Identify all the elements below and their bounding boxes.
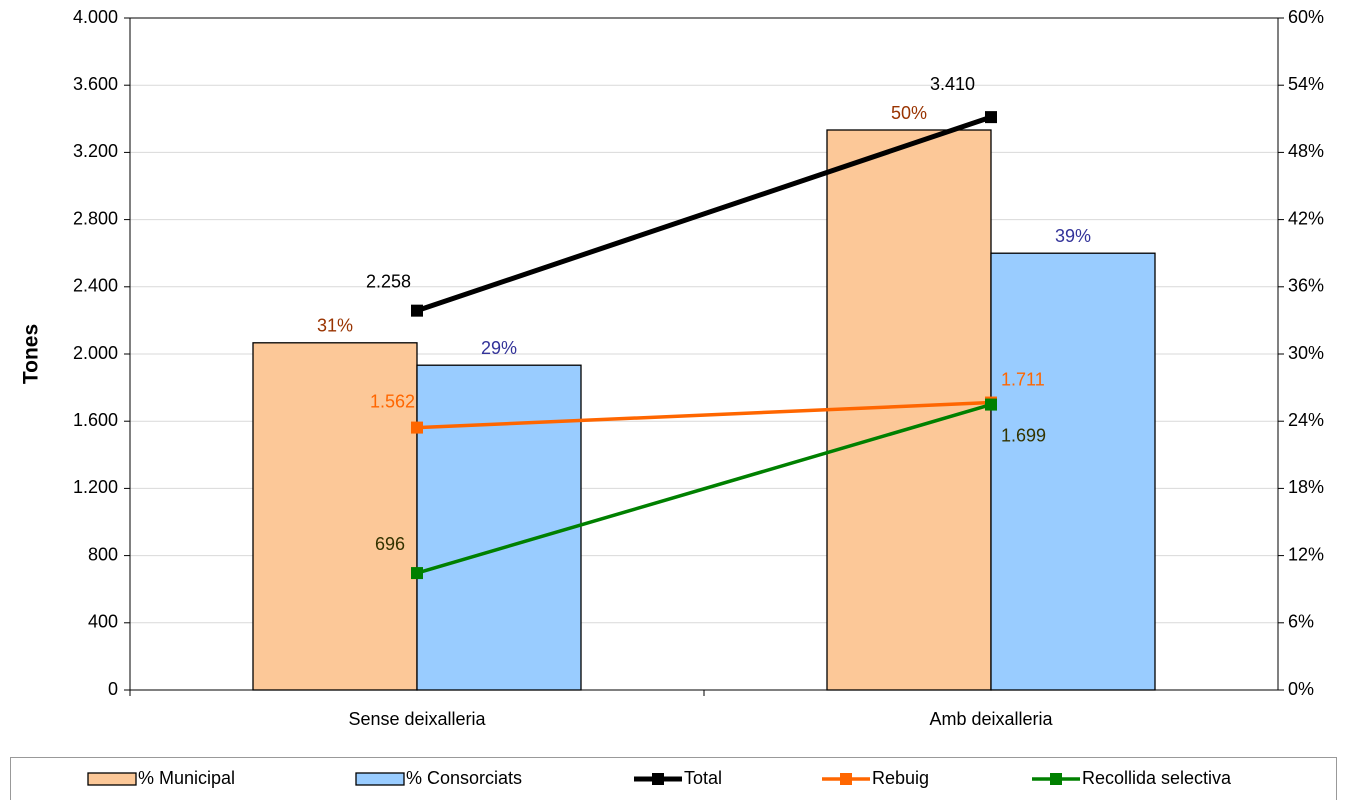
legend-label: % Municipal	[138, 768, 235, 788]
line-value-label: 696	[375, 534, 405, 554]
y2-tick-label: 60%	[1288, 7, 1324, 27]
bar-value-label: 50%	[891, 103, 927, 123]
bar-value-label: 31%	[317, 316, 353, 336]
y2-tick-label: 18%	[1288, 477, 1324, 497]
y-tick-label: 2.800	[73, 208, 118, 228]
legend-label: Rebuig	[872, 768, 929, 788]
y-tick-label: 2.000	[73, 343, 118, 363]
line-value-label: 1.699	[1001, 425, 1046, 445]
line-value-label: 1.711	[1001, 369, 1045, 389]
line-value-label: 1.562	[370, 391, 415, 411]
line-marker	[985, 398, 997, 411]
y-axis-title: Tones	[20, 324, 43, 384]
bar	[990, 252, 1156, 691]
y-tick-label: 3.600	[73, 74, 118, 94]
line-marker	[411, 304, 423, 317]
legend-label: Total	[684, 768, 722, 788]
y2-tick-label: 36%	[1288, 276, 1324, 296]
legend-label: Recollida selectiva	[1082, 768, 1232, 788]
y2-tick-label: 12%	[1288, 544, 1324, 564]
legend-swatch	[87, 772, 137, 786]
bar	[252, 342, 418, 691]
line	[416, 402, 992, 575]
bar	[416, 364, 582, 691]
y-tick-label: 2.400	[73, 276, 118, 296]
line-value-label: 3.410	[930, 74, 975, 94]
y-tick-label: 400	[88, 612, 118, 632]
legend-swatch	[355, 772, 405, 786]
y2-tick-label: 6%	[1288, 612, 1314, 632]
line-marker	[411, 421, 423, 434]
line-marker	[411, 567, 423, 580]
bar-value-label: 29%	[481, 338, 517, 358]
legend-marker	[1050, 773, 1062, 785]
x-tick-label: Amb deixalleria	[929, 709, 1053, 729]
legend-label: % Consorciats	[406, 768, 522, 788]
y-tick-label: 4.000	[73, 7, 118, 27]
y2-tick-label: 0%	[1288, 679, 1314, 699]
y-tick-label: 3.200	[73, 141, 118, 161]
y-tick-label: 1.600	[73, 410, 118, 430]
line	[416, 114, 992, 314]
line	[416, 400, 992, 430]
legend-marker	[652, 773, 664, 785]
y-tick-label: 0	[108, 679, 118, 699]
y2-tick-label: 24%	[1288, 410, 1324, 430]
y-tick-label: 800	[88, 544, 118, 564]
line-value-label: 2.258	[366, 271, 411, 291]
y2-tick-label: 30%	[1288, 343, 1324, 363]
y2-tick-label: 42%	[1288, 208, 1324, 228]
y2-tick-label: 54%	[1288, 74, 1324, 94]
line-marker	[985, 111, 997, 124]
legend-marker	[840, 773, 852, 785]
x-tick-label: Sense deixalleria	[348, 709, 486, 729]
bar-value-label: 39%	[1055, 226, 1091, 246]
y-tick-label: 1.200	[73, 477, 118, 497]
y2-tick-label: 48%	[1288, 141, 1324, 161]
